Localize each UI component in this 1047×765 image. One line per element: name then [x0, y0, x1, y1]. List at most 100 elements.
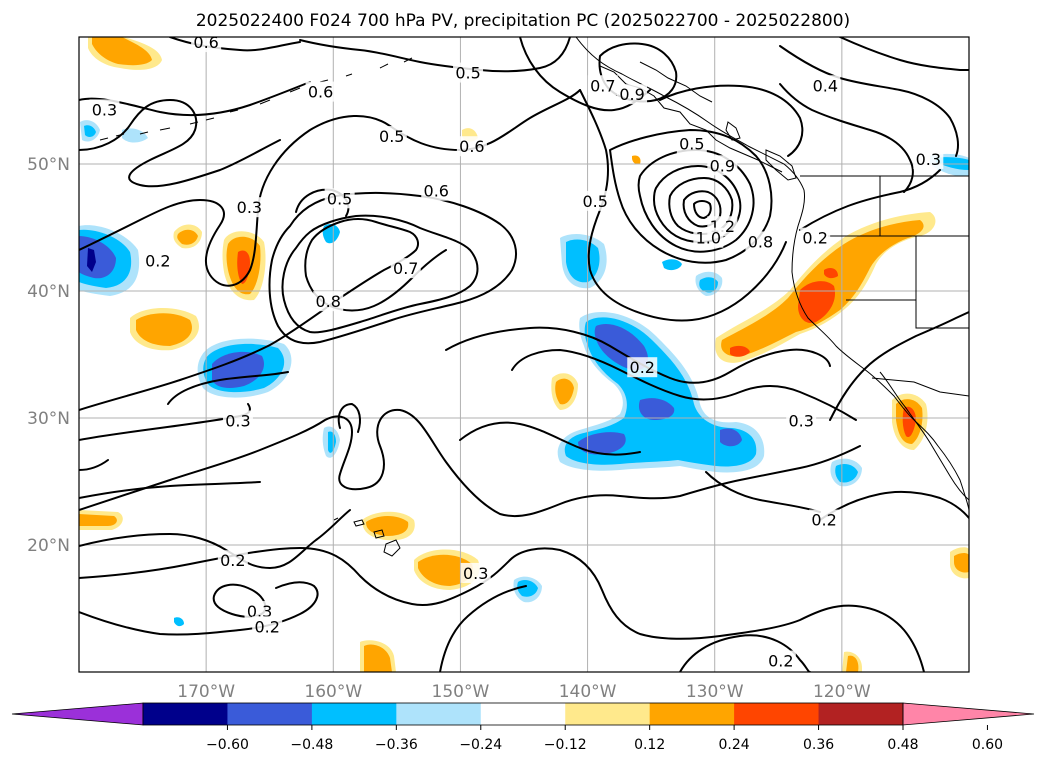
- contour-label-background: [453, 62, 484, 83]
- precip-positive-region: [954, 553, 969, 573]
- contour-label: 0.2: [254, 617, 279, 636]
- colorbar-tick-label: −0.48: [290, 737, 333, 753]
- vancouver-island: [765, 149, 797, 181]
- contour-label-background: [456, 136, 487, 157]
- contour-label-background: [460, 562, 491, 583]
- pv-contour-line: [693, 200, 712, 219]
- colorbar-tick-label: −0.24: [459, 737, 502, 753]
- x-tick-label: 150°W: [432, 682, 490, 702]
- contour-label: 0.6: [308, 83, 333, 102]
- precip-negative-region: [638, 398, 675, 420]
- pv-contour-line: [705, 471, 821, 513]
- contour-label-background: [800, 227, 831, 248]
- contour-label: 0.6: [459, 137, 484, 156]
- contour-label-background: [324, 188, 355, 209]
- precip-negative-region: [174, 617, 184, 627]
- contour-label: 0.3: [237, 198, 262, 217]
- map-grid: [79, 37, 969, 672]
- chart-title: 2025022400 F024 700 hPa PV, precipitatio…: [196, 11, 850, 31]
- contour-label: 0.5: [679, 135, 704, 154]
- pv-contour-line: [839, 37, 969, 71]
- pv-contour-line: [79, 218, 447, 411]
- pv-contour-line: [79, 459, 109, 471]
- contour-label-background: [376, 126, 407, 147]
- precip-positive-region: [79, 514, 117, 526]
- pv-contour-line: [779, 45, 959, 157]
- colorbar-segment: [565, 703, 651, 725]
- colorbar-tick-label: 0.48: [887, 737, 918, 753]
- precip-negative-region: [699, 277, 718, 293]
- contour-label-background: [786, 410, 817, 431]
- contour-label: 0.4: [813, 76, 838, 95]
- contour-label: 0.5: [455, 64, 480, 83]
- contour-label-background: [693, 227, 724, 248]
- contour-label-background: [580, 190, 611, 211]
- contour-label: 0.5: [379, 127, 404, 146]
- contour-label-background: [191, 37, 222, 53]
- coastlines: [99, 37, 969, 557]
- x-tick-label: 140°W: [559, 682, 617, 702]
- hawaiian-islands: [333, 517, 401, 557]
- colorbar: −0.60 −0.48 −0.36 −0.24 −0.12 0.12 0.24 0.36 0.4…: [11, 702, 1035, 753]
- contour-label: 1.0: [696, 229, 721, 248]
- pv-contour-line: [169, 37, 301, 52]
- precip-negative-region: [662, 259, 682, 271]
- pv-contour-line: [511, 349, 857, 421]
- pv-contour-line: [779, 83, 914, 193]
- contour-label-background: [765, 650, 796, 671]
- contour-label-background: [627, 357, 658, 378]
- colorbar-frame: [142, 702, 904, 726]
- y-tick-label: 30°N: [27, 409, 70, 429]
- contour-label-background: [217, 550, 248, 571]
- precip-negative-region: [84, 125, 96, 137]
- map-frame: [78, 36, 970, 673]
- contour-label: 0.8: [315, 292, 340, 311]
- contour-label-background: [810, 75, 841, 96]
- pv-contour-line: [281, 214, 479, 334]
- pv-contour-line: [167, 371, 289, 405]
- precip-negative-region: [122, 128, 148, 143]
- colorbar-segment: [818, 703, 904, 725]
- contour-label-background: [313, 291, 344, 312]
- colorbar-tick-label: 0.36: [803, 737, 834, 753]
- contour-label-background: [745, 231, 776, 252]
- precip-negative-region: [322, 224, 340, 244]
- pv-contours: [79, 37, 969, 672]
- contour-label-background: [222, 410, 253, 431]
- precip-positive-region: [902, 406, 916, 438]
- precip-positive-region: [92, 37, 152, 66]
- colorbar-segment: [649, 703, 735, 725]
- pv-contour-line: [659, 84, 804, 157]
- pv-contour-line: [799, 169, 941, 231]
- precip-positive-region: [846, 655, 859, 672]
- x-axis-tick-labels: 170°W 160°W 150°W 140°W 130°W 120°W: [177, 682, 871, 702]
- colorbar-tick-label: −0.36: [375, 737, 418, 753]
- precip-positive-region: [555, 378, 574, 405]
- contour-label: 0.7: [590, 76, 615, 95]
- contour-label: 0.2: [768, 652, 793, 671]
- contour-label: 0.2: [220, 551, 245, 570]
- y-tick-label: 20°N: [27, 536, 70, 556]
- queen-charlotte-islands: [725, 121, 741, 141]
- contour-label: 0.9: [619, 85, 644, 104]
- pv-contour-line: [268, 192, 517, 345]
- pv-contour-line: [819, 490, 969, 521]
- colorbar-tick-label: 0.24: [719, 737, 750, 753]
- pv-contour-labels: 0.60.60.50.30.50.60.7 0.90.50.40.30.50.90…: [89, 37, 944, 671]
- colorbar-segment: [227, 703, 313, 725]
- contour-label: 0.2: [802, 229, 827, 248]
- precip-negative-region: [720, 428, 742, 447]
- precip-negative-region: [87, 248, 96, 272]
- contour-label: 0.5: [327, 189, 352, 208]
- contour-label: 0.2: [811, 511, 836, 530]
- colorbar-extend-high: [902, 702, 1035, 726]
- pv-contour-line: [439, 585, 527, 672]
- north-america-coastline: [575, 37, 969, 511]
- contour-label: 0.3: [225, 412, 250, 431]
- contour-label: 0.7: [393, 259, 418, 278]
- colorbar-extend-low: [11, 702, 144, 726]
- x-tick-label: 130°W: [686, 682, 744, 702]
- y-tick-label: 40°N: [27, 282, 70, 302]
- pv-contour-line: [679, 634, 811, 672]
